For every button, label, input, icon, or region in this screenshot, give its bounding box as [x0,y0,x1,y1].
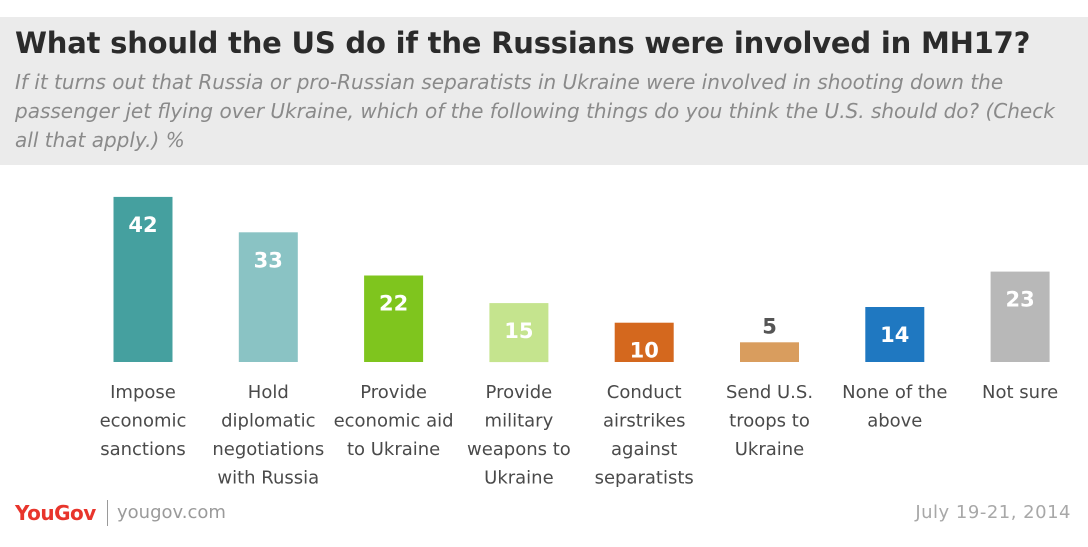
category-label: Hold diplomatic negotiations with Russia [212,382,324,489]
bar-3 [489,303,549,363]
bar-value-label: 42 [128,213,157,237]
bar-7 [990,271,1050,362]
category-label: Provide economic aid to Ukraine [334,382,454,460]
footer-date: July 19-21, 2014 [915,502,1071,523]
category-label: Not sure [982,382,1058,403]
bar-chart: 42 Impose economic sanctions 33 Hold diplomati… [100,196,1058,489]
bar-value-label: 33 [254,248,283,272]
chart-title: What should the US do if the Russians we… [15,26,1031,60]
category-label: Impose economic sanctions [100,382,187,460]
bar-value-label: 22 [379,292,408,316]
bar-value-label: 5 [762,314,777,338]
bar-6 [865,307,925,362]
category-label: Send U.S. troops to Ukraine [726,382,813,460]
yougov-logo: YouGov [15,501,96,525]
bar-0 [113,196,173,362]
bar-4 [614,322,674,362]
bar-value-label: 10 [630,339,659,363]
bar-value-label: 14 [880,323,909,347]
category-label: Provide military weapons to Ukraine [467,382,571,489]
bar-value-label: 15 [504,319,533,343]
bar-value-label: 23 [1005,288,1034,312]
footer-site: yougov.com [117,502,226,523]
chart-subtitle: If it turns out that Russia or pro-Russi… [15,70,1055,152]
bar-5 [740,342,799,362]
footer-divider [107,500,108,526]
bar-2 [364,275,424,362]
chart-header: What should the US do if the Russians we… [0,17,1088,165]
category-label: None of the above [842,382,947,432]
bar-1 [238,232,298,362]
category-label: Conduct airstrikes against separatists [595,382,694,489]
